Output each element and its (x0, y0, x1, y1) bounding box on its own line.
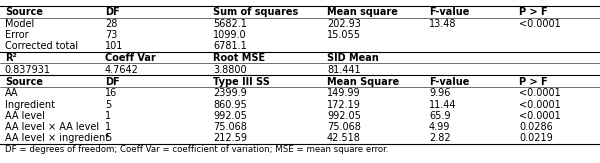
Text: Ingredient: Ingredient (5, 100, 55, 110)
Text: <0.0001: <0.0001 (519, 19, 561, 29)
Text: P > F: P > F (519, 7, 548, 17)
Text: Source: Source (5, 77, 43, 87)
Text: 73: 73 (105, 30, 118, 40)
Text: Error: Error (5, 30, 28, 40)
Text: Coeff Var: Coeff Var (105, 53, 156, 63)
Text: Corrected total: Corrected total (5, 41, 78, 51)
Text: Model: Model (5, 19, 34, 29)
Text: 75.068: 75.068 (213, 122, 247, 132)
Text: Root MSE: Root MSE (213, 53, 265, 63)
Text: AA: AA (5, 88, 19, 98)
Text: Source: Source (5, 7, 43, 17)
Text: Mean square: Mean square (327, 7, 398, 17)
Text: 149.99: 149.99 (327, 88, 361, 98)
Text: P > F: P > F (519, 77, 548, 87)
Text: 13.48: 13.48 (429, 19, 457, 29)
Text: <0.0001: <0.0001 (519, 100, 561, 110)
Text: 3.8800: 3.8800 (213, 65, 247, 75)
Text: 6781.1: 6781.1 (213, 41, 247, 51)
Text: DF: DF (105, 77, 119, 87)
Text: 0.0219: 0.0219 (519, 133, 553, 143)
Text: 42.518: 42.518 (327, 133, 361, 143)
Text: AA level: AA level (5, 111, 44, 121)
Text: 9.96: 9.96 (429, 88, 451, 98)
Text: 212.59: 212.59 (213, 133, 247, 143)
Text: Mean Square: Mean Square (327, 77, 399, 87)
Text: 202.93: 202.93 (327, 19, 361, 29)
Text: <0.0001: <0.0001 (519, 111, 561, 121)
Text: 101: 101 (105, 41, 124, 51)
Text: F-value: F-value (429, 77, 469, 87)
Text: 11.44: 11.44 (429, 100, 457, 110)
Text: 5: 5 (105, 100, 111, 110)
Text: AA level × AA level: AA level × AA level (5, 122, 99, 132)
Text: <0.0001: <0.0001 (519, 88, 561, 98)
Text: 1: 1 (105, 111, 111, 121)
Text: DF = degrees of freedom; Coeff Var = coefficient of variation; MSE = mean square: DF = degrees of freedom; Coeff Var = coe… (5, 145, 388, 154)
Text: 2.82: 2.82 (429, 133, 451, 143)
Text: 172.19: 172.19 (327, 100, 361, 110)
Text: F-value: F-value (429, 7, 469, 17)
Text: 4.7642: 4.7642 (105, 65, 139, 75)
Text: 992.05: 992.05 (327, 111, 361, 121)
Text: 1: 1 (105, 122, 111, 132)
Text: 0.837931: 0.837931 (5, 65, 51, 75)
Text: 0.0286: 0.0286 (519, 122, 553, 132)
Text: 16: 16 (105, 88, 117, 98)
Text: 28: 28 (105, 19, 118, 29)
Text: 992.05: 992.05 (213, 111, 247, 121)
Text: R²: R² (5, 53, 17, 63)
Text: Type III SS: Type III SS (213, 77, 270, 87)
Text: 15.055: 15.055 (327, 30, 361, 40)
Text: 4.99: 4.99 (429, 122, 451, 132)
Text: SID Mean: SID Mean (327, 53, 379, 63)
Text: Sum of squares: Sum of squares (213, 7, 298, 17)
Text: 75.068: 75.068 (327, 122, 361, 132)
Text: 81.441: 81.441 (327, 65, 361, 75)
Text: 65.9: 65.9 (429, 111, 451, 121)
Text: 5: 5 (105, 133, 111, 143)
Text: 1099.0: 1099.0 (213, 30, 247, 40)
Text: DF: DF (105, 7, 119, 17)
Text: 2399.9: 2399.9 (213, 88, 247, 98)
Text: AA level × ingredient: AA level × ingredient (5, 133, 109, 143)
Text: 860.95: 860.95 (213, 100, 247, 110)
Text: 5682.1: 5682.1 (213, 19, 247, 29)
